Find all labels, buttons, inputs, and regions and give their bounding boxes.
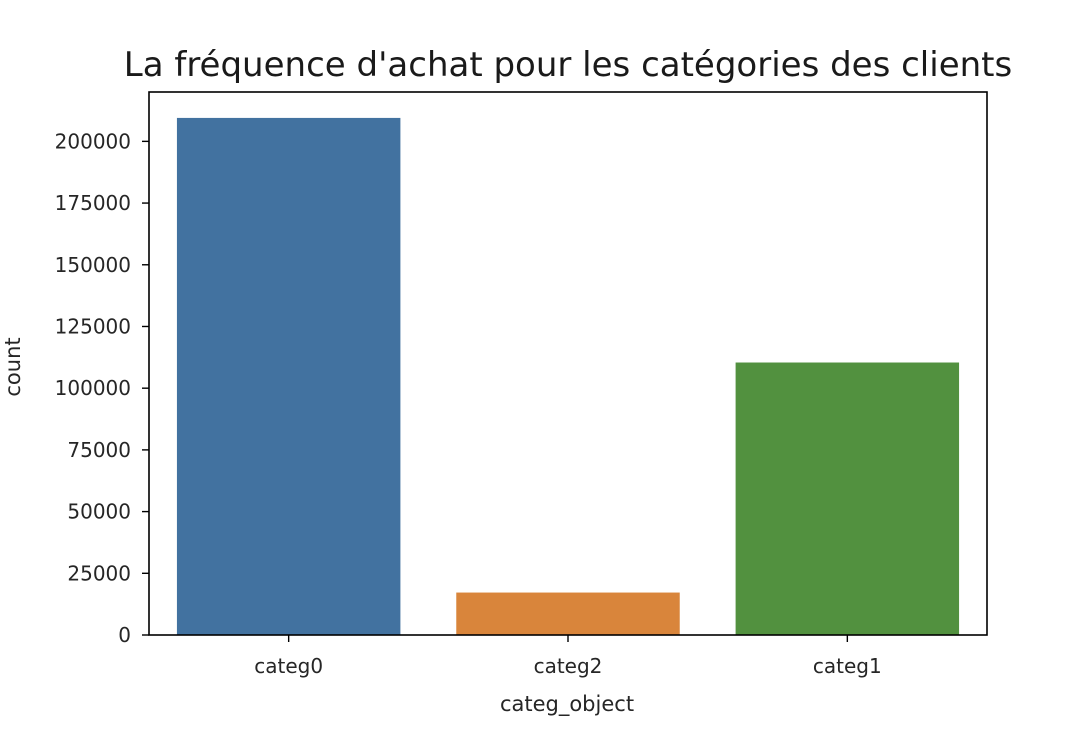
y-tick-label: 100000: [55, 376, 131, 400]
y-tick-label: 200000: [55, 129, 131, 153]
y-tick-label: 125000: [55, 314, 131, 338]
bar-categ2: [456, 592, 680, 635]
y-axis: 0 25000 50000 75000 100000 125000 150000 175000…: [55, 129, 149, 647]
x-tick-label-categ2: categ2: [534, 654, 603, 678]
y-tick-label: 175000: [55, 191, 131, 215]
bar-categ0: [176, 117, 401, 636]
x-axis-title: categ_object: [500, 692, 634, 717]
y-tick-label: 75000: [67, 438, 131, 462]
bar-categ1: [735, 362, 960, 635]
chart-title: La fréquence d'achat pour les catégories…: [124, 45, 1012, 85]
plot-frame: [148, 91, 988, 636]
x-tick-label-categ1: categ1: [813, 654, 882, 678]
y-tick-label: 25000: [67, 561, 131, 585]
y-tick-label: 50000: [67, 500, 131, 524]
y-tick-label: 0: [118, 623, 131, 647]
x-axis: categ0 categ2 categ1: [254, 635, 882, 678]
bars-layer: [176, 117, 960, 636]
y-axis-title: count: [1, 337, 25, 396]
x-tick-label-categ0: categ0: [254, 654, 323, 678]
y-tick-label: 150000: [55, 253, 131, 277]
